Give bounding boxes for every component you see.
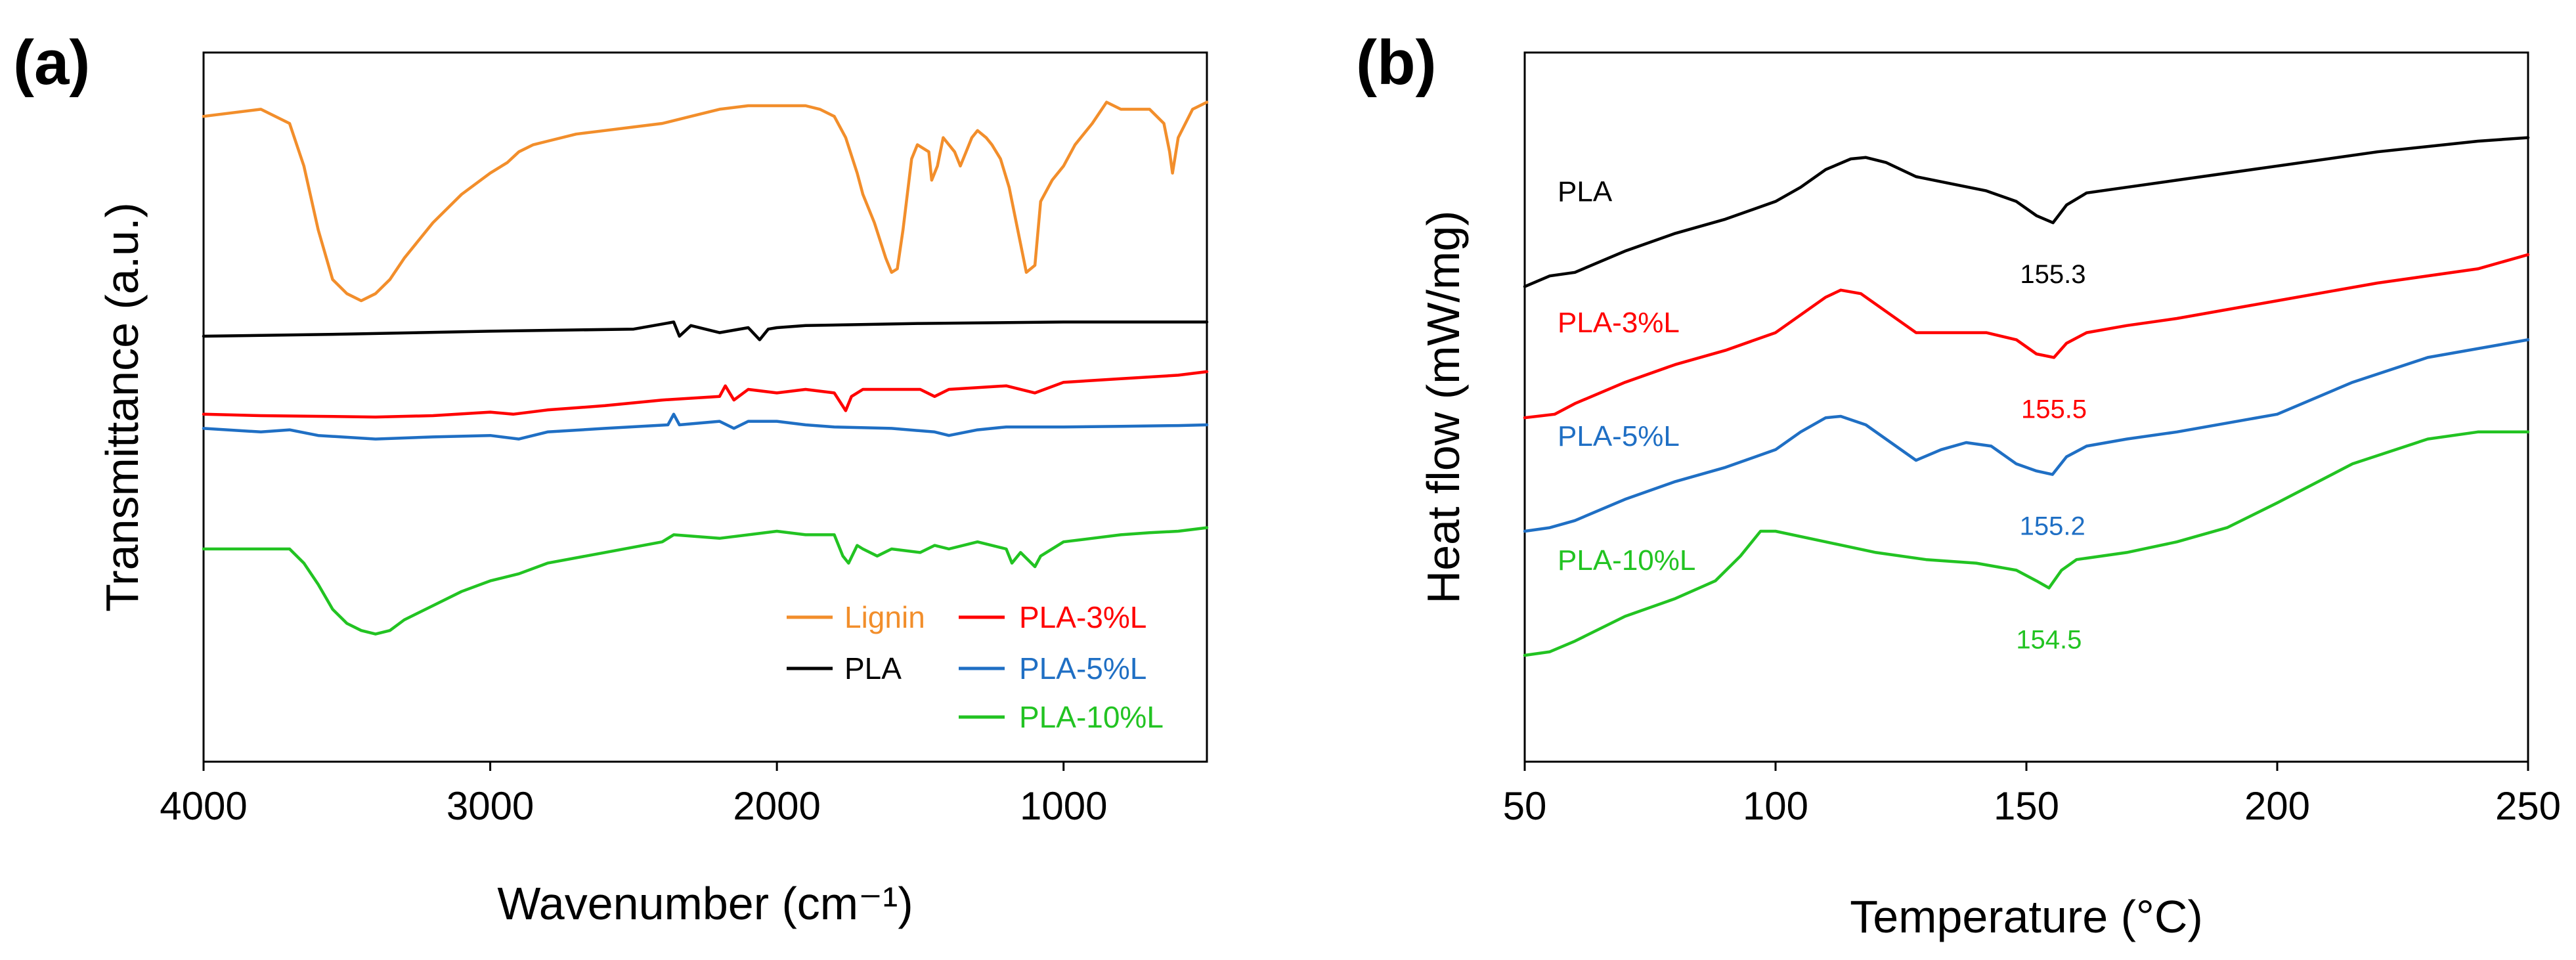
panel-b-series-pla: [1523, 136, 2530, 288]
panel-a-series: [202, 100, 1209, 636]
panel-b-x-tick-label: 100: [1743, 784, 1808, 828]
panel-b-x-tick-label: 150: [1994, 784, 2059, 828]
panel-b-tag: (b): [1356, 28, 1437, 98]
panel-b-curve-labels: PLA 155.3 PLA-3%L 155.5 PLA-5%L 155.2 PLA-10%L…: [1558, 175, 2087, 654]
panel-a-tag: (a): [13, 28, 90, 98]
panel-a-series-pla-5l: [202, 412, 1209, 441]
panel-b-peak-label-pla: 155.3: [2020, 260, 2085, 289]
panel-a: (a) 4000 3000 2000 1000 Wavenumber (cm⁻¹) T…: [13, 28, 1209, 929]
panel-b-y-axis-title: Heat flow (mW/mg): [1418, 211, 1469, 604]
panel-a-x-axis: 4000 3000 2000 1000: [160, 762, 1107, 828]
panel-a-series-pla-10l: [202, 526, 1209, 636]
legend-label-pla-3l: PLA-3%L: [1019, 600, 1146, 634]
panel-a-x-tick-label: 3000: [447, 784, 534, 828]
panel-a-x-tick-label: 2000: [733, 784, 820, 828]
legend-label-pla-5l: PLA-5%L: [1019, 651, 1146, 686]
panel-a-series-pla: [202, 320, 1209, 341]
panel-b-curve-label-pla-5l: PLA-5%L: [1558, 420, 1680, 452]
panel-b-curve-label-pla-10l: PLA-10%L: [1558, 544, 1695, 577]
panel-b-peak-label-pla-10l: 154.5: [2016, 625, 2082, 654]
panel-b-series: [1523, 136, 2530, 657]
panel-a-x-axis-title: Wavenumber (cm⁻¹): [497, 878, 913, 929]
legend-label-lignin: Lignin: [844, 600, 925, 634]
panel-b-peak-label-pla-5l: 155.2: [2020, 512, 2085, 541]
panel-b-x-tick-label: 50: [1503, 784, 1547, 828]
panel-a-series-lignin: [202, 100, 1209, 303]
panel-b-series-pla-10l: [1523, 430, 2530, 657]
panel-b-curve-label-pla: PLA: [1558, 175, 1613, 207]
panel-b-x-tick-label: 200: [2244, 784, 2310, 828]
legend-label-pla-10l: PLA-10%L: [1019, 700, 1164, 734]
panel-b: (b) 50 100 150 200 250 PLA155.3PLA-3%L155.5P…: [1356, 28, 2561, 942]
panel-a-plot-frame: [202, 51, 1208, 763]
panel-a-x-tick-label: 1000: [1020, 784, 1107, 828]
panel-b-peak-label-pla-3l: 155.5: [2021, 395, 2087, 424]
legend-label-pla: PLA: [844, 651, 902, 686]
panel-b-x-tick-label: 250: [2495, 784, 2561, 828]
panel-a-y-axis-title: Transmittance (a.u.): [97, 202, 148, 612]
panel-b-series-pla-3l: [1523, 253, 2530, 420]
panel-b-curve-label-pla-3l: PLA-3%L: [1558, 307, 1680, 339]
panel-a-series-pla-3l: [202, 370, 1209, 419]
panel-b-x-axis: 50 100 150 200 250: [1503, 762, 2561, 828]
panel-b-series-pla-5l: [1523, 338, 2530, 533]
panel-b-x-axis-title: Temperature (°C): [1850, 891, 2203, 942]
panel-a-x-tick-label: 4000: [160, 784, 247, 828]
panel-a-legend: Lignin PLA-3%L PLA PLA-5%L PLA-10%L: [787, 600, 1164, 734]
